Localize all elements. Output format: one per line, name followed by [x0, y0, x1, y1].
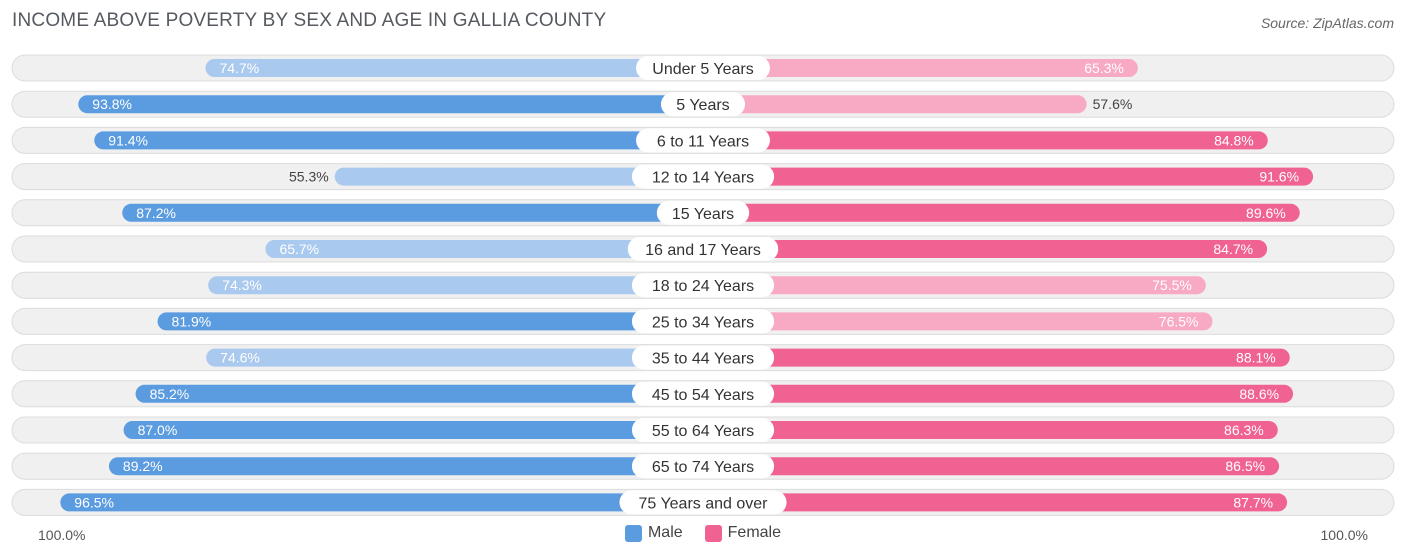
male-bar — [334, 167, 703, 186]
legend-label-male: Male — [647, 524, 683, 541]
male-bar — [265, 240, 703, 258]
male-bar — [122, 203, 704, 222]
female-value-label: 84.7% — [1213, 241, 1253, 257]
category-label: 65 to 74 Years — [652, 459, 754, 476]
legend: Male Female — [0, 524, 1406, 542]
category-label: 5 Years — [676, 97, 729, 114]
female-value-label: 88.1% — [1236, 350, 1276, 366]
female-value-label: 89.6% — [1246, 205, 1286, 221]
female-bar — [703, 384, 1294, 403]
axis-right-label: 100.0% — [1320, 527, 1368, 543]
male-value-label: 85.2% — [150, 386, 190, 402]
category-pill — [631, 345, 775, 370]
source-note: Source: ZipAtlas.com — [1260, 15, 1394, 31]
category-label: 75 Years and over — [639, 495, 769, 512]
male-bar — [208, 276, 704, 295]
female-bar — [703, 312, 1213, 331]
category-label: 16 and 17 Years — [645, 242, 761, 259]
category-pill — [631, 164, 775, 189]
female-value-label: 76.5% — [1159, 313, 1199, 329]
male-bar — [108, 457, 704, 476]
male-value-label: 65.7% — [279, 241, 319, 257]
legend-label-female: Female — [727, 524, 782, 541]
category-label: Under 5 Years — [652, 61, 753, 78]
male-bar — [94, 131, 703, 150]
male-value-label: 89.2% — [123, 458, 163, 474]
male-value-label: 74.3% — [222, 277, 262, 293]
male-value-label: 96.5% — [74, 494, 114, 510]
female-value-label: 57.6% — [1093, 96, 1133, 112]
axis-left-label: 100.0% — [38, 527, 86, 543]
category-label: 35 to 44 Years — [652, 351, 754, 368]
female-bar — [703, 95, 1087, 114]
category-pill — [636, 56, 770, 80]
category-label: 25 to 34 Years — [652, 314, 754, 331]
category-label: 45 to 54 Years — [652, 387, 754, 404]
legend-item-male: Male — [624, 524, 683, 542]
female-value-label: 88.6% — [1239, 386, 1279, 402]
male-value-label: 87.0% — [138, 422, 178, 438]
male-bar — [60, 493, 704, 512]
female-bar — [703, 276, 1206, 295]
category-pill — [656, 200, 750, 225]
female-bar — [703, 59, 1138, 77]
category-pill — [631, 309, 775, 334]
female-bar — [703, 493, 1288, 512]
female-bar — [703, 203, 1300, 222]
male-value-label: 91.4% — [108, 132, 148, 148]
category-pill — [631, 381, 775, 406]
female-bar — [703, 240, 1268, 258]
female-value-label: 87.7% — [1233, 494, 1273, 510]
legend-swatch-male — [624, 524, 642, 542]
female-value-label: 86.3% — [1224, 422, 1264, 438]
male-bar — [205, 59, 704, 77]
male-bar — [206, 348, 703, 367]
category-pill — [631, 273, 775, 298]
category-pill — [631, 418, 775, 442]
category-label: 18 to 24 Years — [652, 278, 754, 295]
legend-swatch-female — [704, 524, 722, 542]
female-value-label: 91.6% — [1259, 169, 1299, 185]
male-value-label: 81.9% — [172, 313, 212, 329]
category-pill — [619, 490, 787, 515]
category-label: 15 Years — [672, 206, 734, 223]
category-label: 55 to 64 Years — [652, 423, 754, 440]
female-value-label: 86.5% — [1225, 458, 1265, 474]
category-pill — [631, 454, 775, 479]
female-bar — [703, 167, 1314, 186]
male-bar — [78, 95, 704, 114]
category-pill — [636, 128, 770, 153]
chart-canvas: 74.7% 65.3% Under 5 Years 93.8% 57.6% 5 Years… — [11, 54, 1395, 516]
female-bar — [703, 421, 1278, 439]
male-value-label: 93.8% — [92, 96, 132, 112]
male-value-label: 74.7% — [219, 60, 259, 76]
female-value-label: 84.8% — [1214, 132, 1254, 148]
category-label: 12 to 14 Years — [652, 170, 754, 187]
male-bar — [123, 421, 703, 439]
female-value-label: 65.3% — [1084, 60, 1124, 76]
category-pill — [627, 237, 779, 261]
male-value-label: 74.6% — [220, 350, 260, 366]
category-pill — [660, 92, 746, 117]
male-bar — [135, 384, 703, 403]
female-value-label: 75.5% — [1152, 277, 1192, 293]
male-value-label: 55.3% — [289, 169, 329, 185]
female-bar — [703, 348, 1290, 367]
male-value-label: 87.2% — [136, 205, 176, 221]
female-bar — [703, 131, 1268, 150]
legend-item-female: Female — [704, 524, 782, 542]
male-bar — [157, 312, 703, 331]
category-label: 6 to 11 Years — [657, 133, 749, 150]
chart-title: INCOME ABOVE POVERTY BY SEX AND AGE IN G… — [12, 10, 607, 31]
female-bar — [703, 457, 1280, 476]
